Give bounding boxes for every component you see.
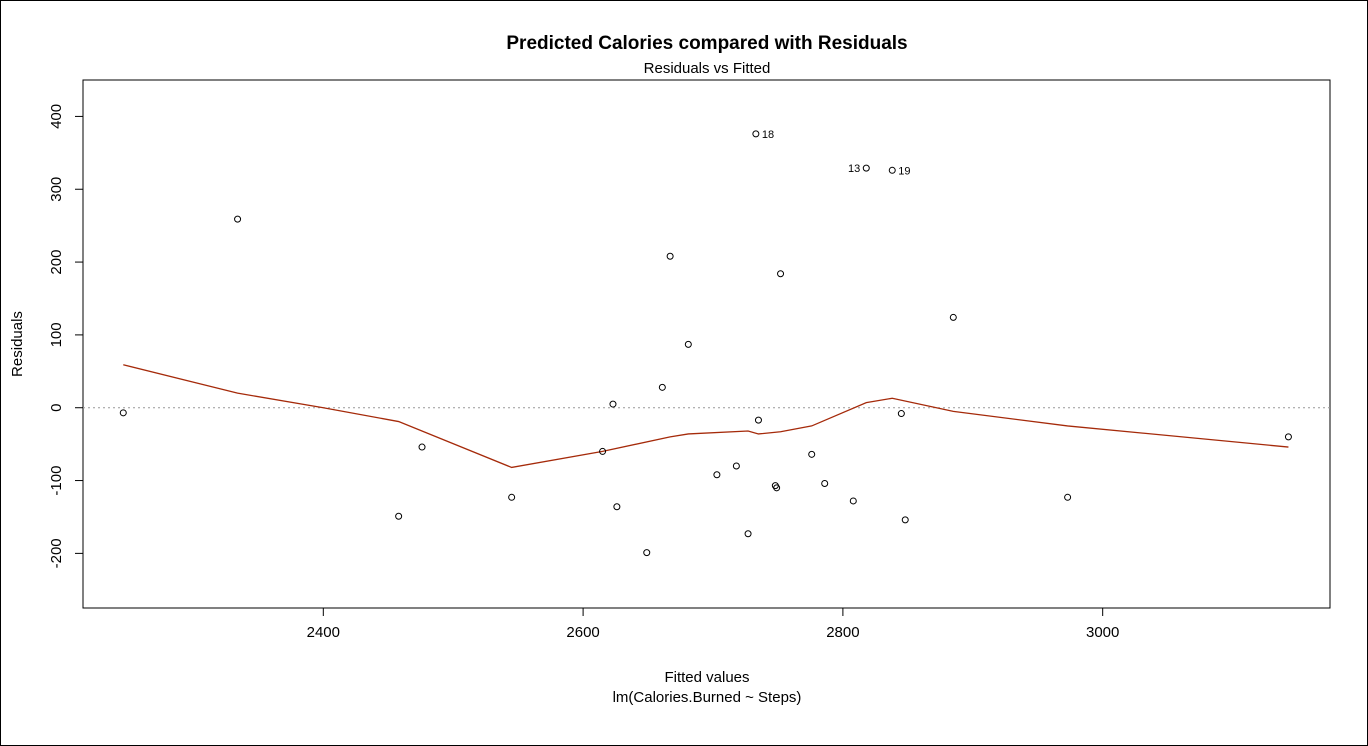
data-point: [808, 450, 816, 458]
chart-subtitle: Residuals vs Fitted: [644, 60, 771, 77]
y-tick-label: 100: [48, 322, 65, 347]
data-point: [119, 409, 127, 417]
data-point: [1064, 493, 1072, 501]
data-point: [897, 410, 905, 418]
data-point: [849, 497, 857, 505]
plot-area-border: [82, 79, 1331, 609]
data-point: [949, 313, 957, 321]
data-point: [508, 493, 516, 501]
data-point: [821, 479, 829, 487]
data-point: [613, 503, 621, 511]
data-point: [732, 462, 740, 470]
data-point: [752, 130, 760, 138]
point-label: 13: [848, 163, 860, 175]
smoothed-trend-line: [123, 364, 1289, 469]
data-point: [773, 484, 781, 492]
data-point: [901, 516, 909, 524]
x-tick-label: 2400: [307, 624, 340, 641]
y-tick-label: 200: [48, 250, 65, 275]
y-tick-label: 300: [48, 177, 65, 202]
data-point: [1284, 433, 1292, 441]
data-point: [666, 252, 674, 260]
data-point: [418, 443, 426, 451]
y-tick-label: -100: [48, 466, 65, 496]
data-point: [643, 549, 651, 557]
x-axis-label: Fitted values: [664, 669, 749, 686]
data-point: [599, 447, 607, 455]
data-point: [684, 340, 692, 348]
x-tick-label: 3000: [1086, 624, 1119, 641]
data-point: [658, 383, 666, 391]
data-point: [713, 471, 721, 479]
data-point: [395, 512, 403, 520]
y-tick-label: 0: [48, 404, 65, 412]
data-point: [754, 416, 762, 424]
data-point: [888, 166, 896, 174]
data-point: [862, 164, 870, 172]
point-label: 18: [762, 129, 774, 141]
point-label: 19: [898, 165, 910, 177]
data-point: [744, 530, 752, 538]
chart-title: Predicted Calories compared with Residua…: [506, 33, 907, 54]
chart-marks: 2400 2600 2800 3000 -200 -100 0 100 200 300 400 18 1…: [48, 79, 1331, 641]
y-tick-label: -200: [48, 538, 65, 568]
x-tick-label: 2600: [566, 624, 599, 641]
data-point: [777, 270, 785, 278]
y-tick-label: 400: [48, 104, 65, 129]
x-tick-label: 2800: [826, 624, 859, 641]
data-point: [234, 215, 242, 223]
data-point: [609, 400, 617, 408]
x-axis-sublabel: lm(Calories.Burned ~ Steps): [613, 689, 802, 706]
y-axis-label: Residuals: [9, 311, 26, 377]
